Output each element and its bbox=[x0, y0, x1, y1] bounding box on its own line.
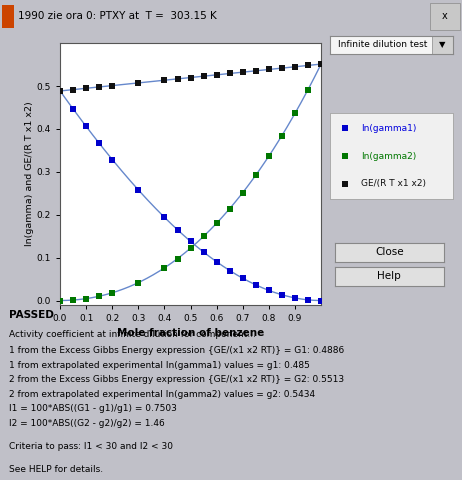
Bar bbox=[430, 2, 460, 30]
Text: Criteria to pass: I1 < 30 and I2 < 30: Criteria to pass: I1 < 30 and I2 < 30 bbox=[9, 442, 173, 451]
Text: ▼: ▼ bbox=[439, 40, 446, 49]
Text: Activity coefficient at infinite dilution for component...: Activity coefficient at infinite dilutio… bbox=[9, 330, 256, 339]
Text: Close: Close bbox=[375, 248, 403, 257]
Text: 1 from extrapolated experimental ln(gamma1) values = g1: 0.485: 1 from extrapolated experimental ln(gamm… bbox=[9, 361, 310, 370]
Text: See HELP for details.: See HELP for details. bbox=[9, 465, 103, 474]
Y-axis label: ln(gamma) and GE/(R T x1 x2): ln(gamma) and GE/(R T x1 x2) bbox=[25, 102, 34, 246]
Text: I2 = 100*ABS((G2 - g2)/g2) = 1.46: I2 = 100*ABS((G2 - g2)/g2) = 1.46 bbox=[9, 419, 165, 428]
Text: ln(gamma2): ln(gamma2) bbox=[361, 152, 416, 160]
Text: 2 from the Excess Gibbs Energy expression {GE/(x1 x2 RT)} = G2: 0.5513: 2 from the Excess Gibbs Energy expressio… bbox=[9, 375, 344, 384]
Text: 2 from extrapolated experimental ln(gamma2) values = g2: 0.5434: 2 from extrapolated experimental ln(gamm… bbox=[9, 390, 316, 399]
Text: Infinite dilution test: Infinite dilution test bbox=[338, 40, 427, 49]
Text: x: x bbox=[442, 11, 448, 21]
Text: PASSED: PASSED bbox=[9, 310, 54, 320]
Bar bbox=[432, 36, 453, 54]
Text: I1 = 100*ABS((G1 - g1)/g1) = 0.7503: I1 = 100*ABS((G1 - g1)/g1) = 0.7503 bbox=[9, 404, 177, 413]
Text: GE/(R T x1 x2): GE/(R T x1 x2) bbox=[361, 179, 426, 188]
Bar bbox=[2, 5, 14, 28]
X-axis label: Mole fraction of benzene: Mole fraction of benzene bbox=[117, 328, 264, 338]
Text: Help: Help bbox=[377, 272, 401, 281]
Text: 1990 zie ora 0: PTXY at  T =  303.15 K: 1990 zie ora 0: PTXY at T = 303.15 K bbox=[18, 11, 216, 21]
Text: 1 from the Excess Gibbs Energy expression {GE/(x1 x2 RT)} = G1: 0.4886: 1 from the Excess Gibbs Energy expressio… bbox=[9, 346, 345, 355]
Text: ln(gamma1): ln(gamma1) bbox=[361, 124, 416, 133]
